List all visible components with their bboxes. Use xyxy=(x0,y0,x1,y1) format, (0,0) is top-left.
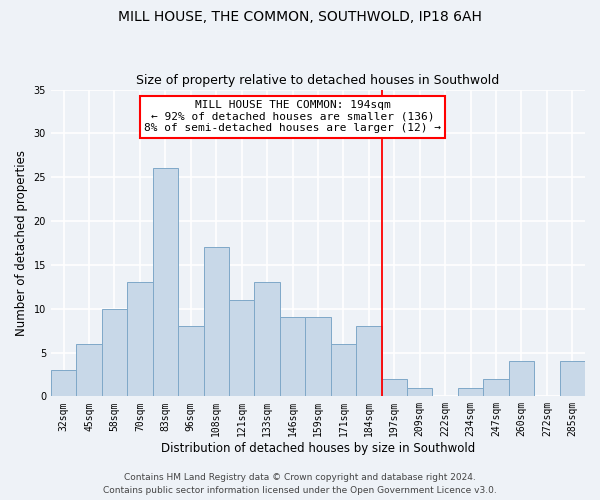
Bar xyxy=(102,308,127,396)
Bar xyxy=(51,370,76,396)
X-axis label: Distribution of detached houses by size in Southwold: Distribution of detached houses by size … xyxy=(161,442,475,455)
Bar xyxy=(178,326,203,396)
Text: MILL HOUSE, THE COMMON, SOUTHWOLD, IP18 6AH: MILL HOUSE, THE COMMON, SOUTHWOLD, IP18 … xyxy=(118,10,482,24)
Bar xyxy=(382,379,407,396)
Bar xyxy=(76,344,102,396)
Bar xyxy=(483,379,509,396)
Bar xyxy=(458,388,483,396)
Bar xyxy=(203,248,229,396)
Bar xyxy=(305,318,331,396)
Bar xyxy=(229,300,254,396)
Text: MILL HOUSE THE COMMON: 194sqm
← 92% of detached houses are smaller (136)
8% of s: MILL HOUSE THE COMMON: 194sqm ← 92% of d… xyxy=(144,100,441,134)
Title: Size of property relative to detached houses in Southwold: Size of property relative to detached ho… xyxy=(136,74,500,87)
Bar xyxy=(152,168,178,396)
Bar xyxy=(280,318,305,396)
Bar xyxy=(331,344,356,396)
Bar xyxy=(254,282,280,397)
Bar xyxy=(407,388,433,396)
Bar xyxy=(127,282,152,397)
Bar xyxy=(509,362,534,396)
Bar xyxy=(356,326,382,396)
Y-axis label: Number of detached properties: Number of detached properties xyxy=(15,150,28,336)
Bar xyxy=(560,362,585,396)
Text: Contains HM Land Registry data © Crown copyright and database right 2024.
Contai: Contains HM Land Registry data © Crown c… xyxy=(103,474,497,495)
